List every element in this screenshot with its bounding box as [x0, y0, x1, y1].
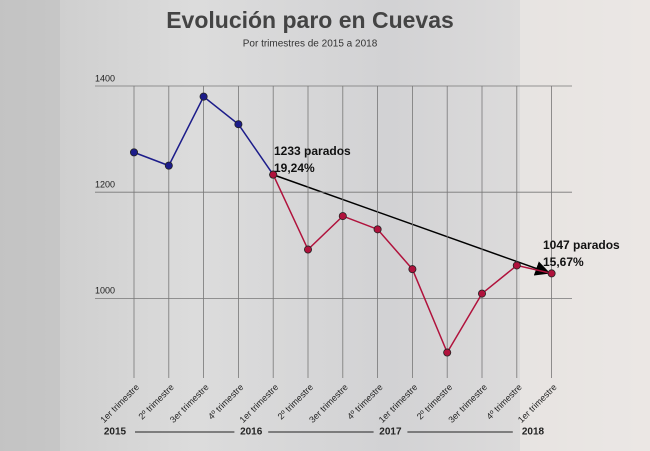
- data-point: [477, 289, 486, 298]
- y-tick-label: 1200: [95, 180, 115, 190]
- chart-subtitle: Por trimestres de 2015 a 2018: [243, 39, 378, 50]
- data-point: [338, 212, 347, 221]
- data-point: [373, 225, 382, 234]
- data-point: [408, 265, 417, 274]
- year-label: 2018: [522, 427, 545, 438]
- y-tick-label: 1000: [95, 286, 115, 296]
- annotation: 15,67%: [543, 255, 584, 269]
- year-label: 2017: [379, 427, 402, 438]
- background-figure: [0, 0, 60, 451]
- year-label: 2015: [104, 427, 127, 438]
- data-point: [443, 348, 452, 357]
- data-point: [234, 120, 243, 129]
- data-point: [164, 161, 173, 170]
- data-point: [512, 261, 521, 270]
- trend-arrow: [273, 174, 551, 276]
- annotation: 1047 parados: [543, 238, 620, 252]
- y-tick-label: 1400: [95, 73, 115, 83]
- chart-title: Evolución paro en Cuevas: [166, 7, 454, 33]
- data-point: [129, 148, 138, 157]
- data-point: [269, 170, 278, 179]
- data-point: [199, 92, 208, 101]
- year-label: 2016: [240, 427, 263, 438]
- annotation: 1233 parados: [274, 144, 351, 158]
- background-figure: [520, 0, 650, 451]
- data-point: [547, 269, 556, 278]
- data-point: [303, 245, 312, 254]
- annotation: 19,24%: [274, 161, 315, 175]
